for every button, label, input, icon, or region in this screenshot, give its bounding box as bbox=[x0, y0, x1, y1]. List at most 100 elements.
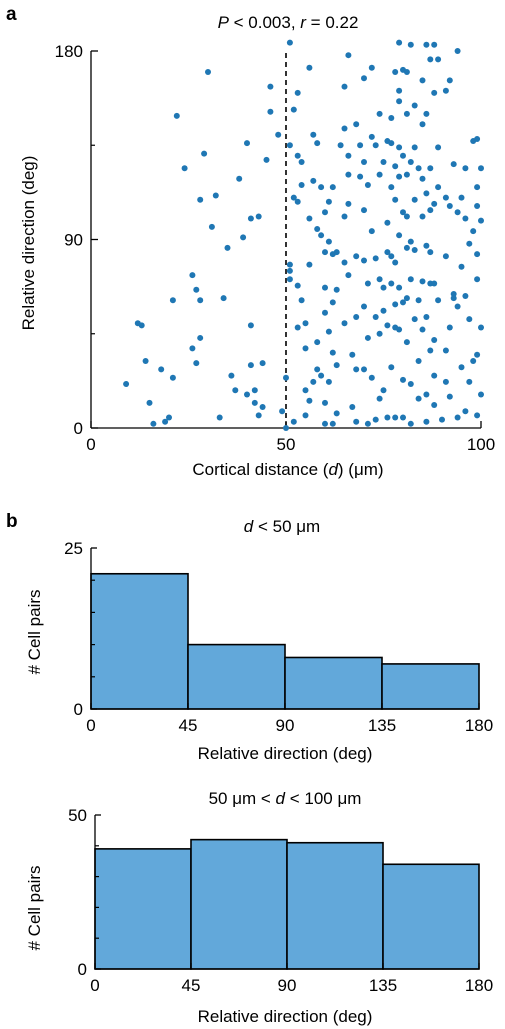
scatter-point bbox=[201, 150, 208, 157]
scatter-point bbox=[267, 83, 274, 90]
scatter-point bbox=[302, 387, 309, 394]
scatter-point bbox=[431, 372, 438, 379]
hist2-title: 50 μm < d < 100 μm bbox=[209, 789, 362, 808]
scatter-point bbox=[349, 404, 356, 411]
scatter-point bbox=[419, 77, 426, 84]
scatter-point bbox=[322, 420, 328, 427]
scatter-point bbox=[478, 217, 484, 224]
scatter-point bbox=[298, 297, 305, 304]
scatter-x-tick-label: 100 bbox=[467, 435, 495, 454]
scatter-point bbox=[431, 89, 438, 96]
hist2-bar bbox=[94, 848, 192, 970]
scatter-point bbox=[435, 184, 442, 191]
hist2-y-tick-label: 50 bbox=[68, 806, 87, 825]
scatter-point bbox=[364, 280, 371, 287]
scatter-point bbox=[372, 255, 379, 262]
scatter-point bbox=[442, 347, 449, 354]
scatter-x-tick-label: 50 bbox=[277, 435, 296, 454]
scatter-point bbox=[478, 165, 484, 172]
scatter-point bbox=[286, 267, 293, 274]
hist1-x-tick-label: 45 bbox=[179, 716, 198, 735]
hist2-xlabel: Relative direction (deg) bbox=[198, 1007, 373, 1026]
scatter-point bbox=[450, 295, 457, 302]
hist1-title: d < 50 μm bbox=[244, 517, 320, 536]
scatter-point bbox=[372, 142, 379, 149]
scatter-point bbox=[466, 240, 473, 247]
hist2-x-tick-label: 135 bbox=[369, 976, 397, 995]
scatter-point bbox=[454, 209, 461, 216]
scatter-point bbox=[294, 152, 301, 159]
scatter-point bbox=[247, 362, 254, 369]
scatter-point bbox=[353, 418, 360, 425]
scatter-point bbox=[435, 56, 442, 63]
hist1-x-tick-label: 0 bbox=[86, 716, 95, 735]
scatter-point bbox=[415, 395, 422, 402]
scatter-point bbox=[462, 165, 469, 172]
scatter-point bbox=[368, 374, 375, 381]
hist2-x-tick-label: 180 bbox=[465, 976, 493, 995]
scatter-point bbox=[325, 198, 332, 205]
scatter-point bbox=[286, 276, 293, 283]
scatter-point bbox=[298, 159, 305, 166]
scatter-point bbox=[439, 416, 445, 423]
scatter-point bbox=[388, 115, 395, 122]
scatter-point bbox=[329, 184, 336, 191]
scatter-xlabel: Cortical distance (d) (μm) bbox=[192, 460, 383, 479]
scatter-point bbox=[162, 418, 169, 425]
scatter-point bbox=[361, 366, 367, 373]
scatter-point bbox=[310, 378, 317, 385]
scatter-point bbox=[255, 213, 262, 220]
scatter-point bbox=[419, 213, 426, 220]
scatter-point bbox=[435, 144, 442, 151]
scatter-point bbox=[169, 374, 176, 381]
scatter-point bbox=[181, 165, 188, 172]
scatter-point bbox=[123, 381, 130, 388]
scatter-point bbox=[392, 301, 399, 308]
scatter-point bbox=[345, 52, 352, 59]
scatter-point bbox=[411, 102, 418, 109]
scatter-point bbox=[232, 387, 239, 394]
scatter-point bbox=[329, 349, 336, 356]
scatter-point bbox=[216, 414, 223, 421]
scatter-point bbox=[423, 391, 430, 398]
scatter-point bbox=[318, 232, 325, 239]
scatter-point bbox=[353, 313, 360, 320]
scatter-point bbox=[427, 249, 434, 256]
scatter-point bbox=[341, 259, 348, 266]
scatter-point bbox=[368, 133, 375, 140]
scatter-point bbox=[403, 339, 410, 346]
scatter-point bbox=[228, 372, 235, 379]
scatter-point bbox=[384, 249, 391, 256]
scatter-point bbox=[400, 414, 406, 421]
scatter-point bbox=[403, 244, 410, 251]
scatter-point bbox=[376, 395, 383, 402]
scatter-point bbox=[368, 64, 375, 71]
scatter-point bbox=[431, 41, 438, 48]
scatter-point bbox=[193, 360, 200, 367]
scatter-point bbox=[220, 295, 227, 302]
scatter-title: P < 0.003, r = 0.22 bbox=[218, 13, 359, 32]
hist1-bar bbox=[187, 643, 286, 710]
scatter-point bbox=[361, 303, 367, 310]
scatter-point bbox=[322, 284, 328, 291]
scatter-point bbox=[411, 196, 418, 203]
scatter-point bbox=[294, 324, 301, 331]
scatter-point bbox=[364, 182, 371, 189]
scatter-point bbox=[263, 156, 270, 163]
scatter-point bbox=[361, 257, 367, 264]
scatter-point bbox=[396, 232, 403, 239]
scatter-point bbox=[197, 297, 204, 304]
hist2-x-tick-label: 90 bbox=[278, 976, 297, 995]
scatter-point bbox=[446, 202, 453, 209]
scatter-point bbox=[442, 87, 449, 94]
scatter-point bbox=[353, 121, 360, 128]
scatter-point bbox=[325, 328, 332, 335]
scatter-point bbox=[306, 64, 313, 71]
scatter-point bbox=[407, 238, 414, 245]
scatter-point bbox=[403, 110, 410, 117]
scatter-point bbox=[333, 410, 340, 417]
scatter-point bbox=[458, 364, 465, 371]
scatter-point bbox=[419, 175, 426, 182]
scatter-point bbox=[205, 68, 211, 75]
scatter-point bbox=[423, 418, 430, 425]
